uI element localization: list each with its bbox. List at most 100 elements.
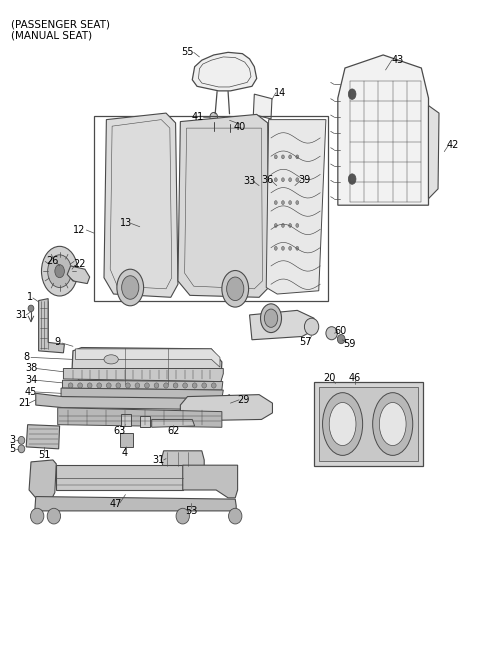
Polygon shape	[152, 419, 195, 427]
Text: 26: 26	[47, 256, 59, 266]
Ellipse shape	[47, 508, 60, 524]
Polygon shape	[72, 348, 222, 386]
Bar	[140, 415, 150, 427]
Ellipse shape	[281, 155, 284, 159]
Ellipse shape	[275, 178, 277, 182]
Bar	[120, 414, 131, 426]
Text: 43: 43	[391, 55, 404, 65]
Ellipse shape	[211, 383, 216, 388]
Ellipse shape	[144, 383, 149, 388]
Ellipse shape	[210, 112, 217, 121]
Ellipse shape	[87, 383, 92, 388]
Polygon shape	[36, 394, 230, 409]
Ellipse shape	[202, 383, 206, 388]
Ellipse shape	[183, 383, 188, 388]
Polygon shape	[58, 407, 222, 427]
Ellipse shape	[28, 305, 34, 312]
Text: 55: 55	[181, 47, 194, 57]
Text: 38: 38	[25, 363, 37, 373]
Ellipse shape	[68, 383, 73, 388]
Text: 31: 31	[15, 310, 27, 320]
Ellipse shape	[192, 383, 197, 388]
Ellipse shape	[18, 445, 25, 453]
Ellipse shape	[275, 247, 277, 251]
Ellipse shape	[281, 247, 284, 251]
Ellipse shape	[226, 116, 233, 124]
Ellipse shape	[296, 178, 299, 182]
Ellipse shape	[227, 277, 244, 300]
Ellipse shape	[116, 383, 120, 388]
Ellipse shape	[78, 383, 83, 388]
Text: 13: 13	[120, 218, 132, 228]
Text: 34: 34	[25, 375, 37, 385]
Text: 39: 39	[298, 175, 311, 186]
Text: 29: 29	[238, 395, 250, 405]
Text: 42: 42	[446, 140, 458, 150]
Ellipse shape	[337, 335, 345, 344]
Polygon shape	[250, 310, 315, 340]
Text: 4: 4	[121, 449, 128, 459]
Ellipse shape	[296, 201, 299, 205]
Ellipse shape	[281, 224, 284, 228]
Ellipse shape	[281, 178, 284, 182]
Polygon shape	[67, 266, 90, 283]
Polygon shape	[75, 349, 220, 367]
Ellipse shape	[48, 255, 72, 287]
Text: 53: 53	[185, 506, 197, 516]
Text: 1: 1	[27, 293, 33, 302]
Text: 57: 57	[299, 337, 312, 348]
Ellipse shape	[281, 201, 284, 205]
Ellipse shape	[326, 327, 337, 340]
Polygon shape	[178, 114, 269, 297]
Bar	[319, 387, 418, 461]
Ellipse shape	[135, 383, 140, 388]
Text: 60: 60	[334, 325, 347, 336]
Text: 62: 62	[167, 426, 180, 436]
Ellipse shape	[176, 508, 190, 524]
Text: 5: 5	[9, 445, 15, 455]
Ellipse shape	[121, 276, 139, 299]
Ellipse shape	[264, 309, 278, 327]
Ellipse shape	[288, 155, 291, 159]
Ellipse shape	[154, 383, 159, 388]
Polygon shape	[429, 106, 439, 199]
Ellipse shape	[348, 174, 356, 184]
Text: 33: 33	[243, 176, 256, 186]
Ellipse shape	[275, 155, 277, 159]
Ellipse shape	[275, 201, 277, 205]
Polygon shape	[62, 380, 223, 390]
Polygon shape	[314, 382, 423, 466]
Text: 46: 46	[348, 373, 360, 382]
Ellipse shape	[296, 247, 299, 251]
Polygon shape	[35, 497, 236, 511]
Text: 31: 31	[153, 455, 165, 465]
Text: 14: 14	[274, 88, 286, 98]
Polygon shape	[183, 465, 238, 498]
Text: 59: 59	[344, 338, 356, 349]
Polygon shape	[104, 113, 178, 297]
Ellipse shape	[31, 508, 44, 524]
Text: 36: 36	[262, 175, 274, 186]
Ellipse shape	[222, 270, 249, 307]
Ellipse shape	[296, 224, 299, 228]
Ellipse shape	[228, 508, 242, 524]
Ellipse shape	[97, 383, 102, 388]
Text: 20: 20	[324, 373, 336, 382]
Text: 63: 63	[114, 426, 126, 436]
Text: 8: 8	[24, 352, 30, 362]
Text: (MANUAL SEAT): (MANUAL SEAT)	[11, 31, 92, 41]
Polygon shape	[61, 388, 223, 401]
Polygon shape	[161, 451, 204, 468]
Polygon shape	[26, 424, 60, 449]
Ellipse shape	[348, 89, 356, 99]
Ellipse shape	[125, 383, 130, 388]
Polygon shape	[38, 298, 64, 353]
Bar	[120, 432, 133, 447]
Text: 47: 47	[110, 499, 122, 509]
Ellipse shape	[379, 403, 406, 445]
Bar	[95, 116, 328, 300]
Text: (PASSENGER SEAT): (PASSENGER SEAT)	[11, 20, 110, 30]
Ellipse shape	[323, 393, 363, 455]
Text: 9: 9	[55, 337, 61, 348]
Polygon shape	[253, 94, 272, 119]
